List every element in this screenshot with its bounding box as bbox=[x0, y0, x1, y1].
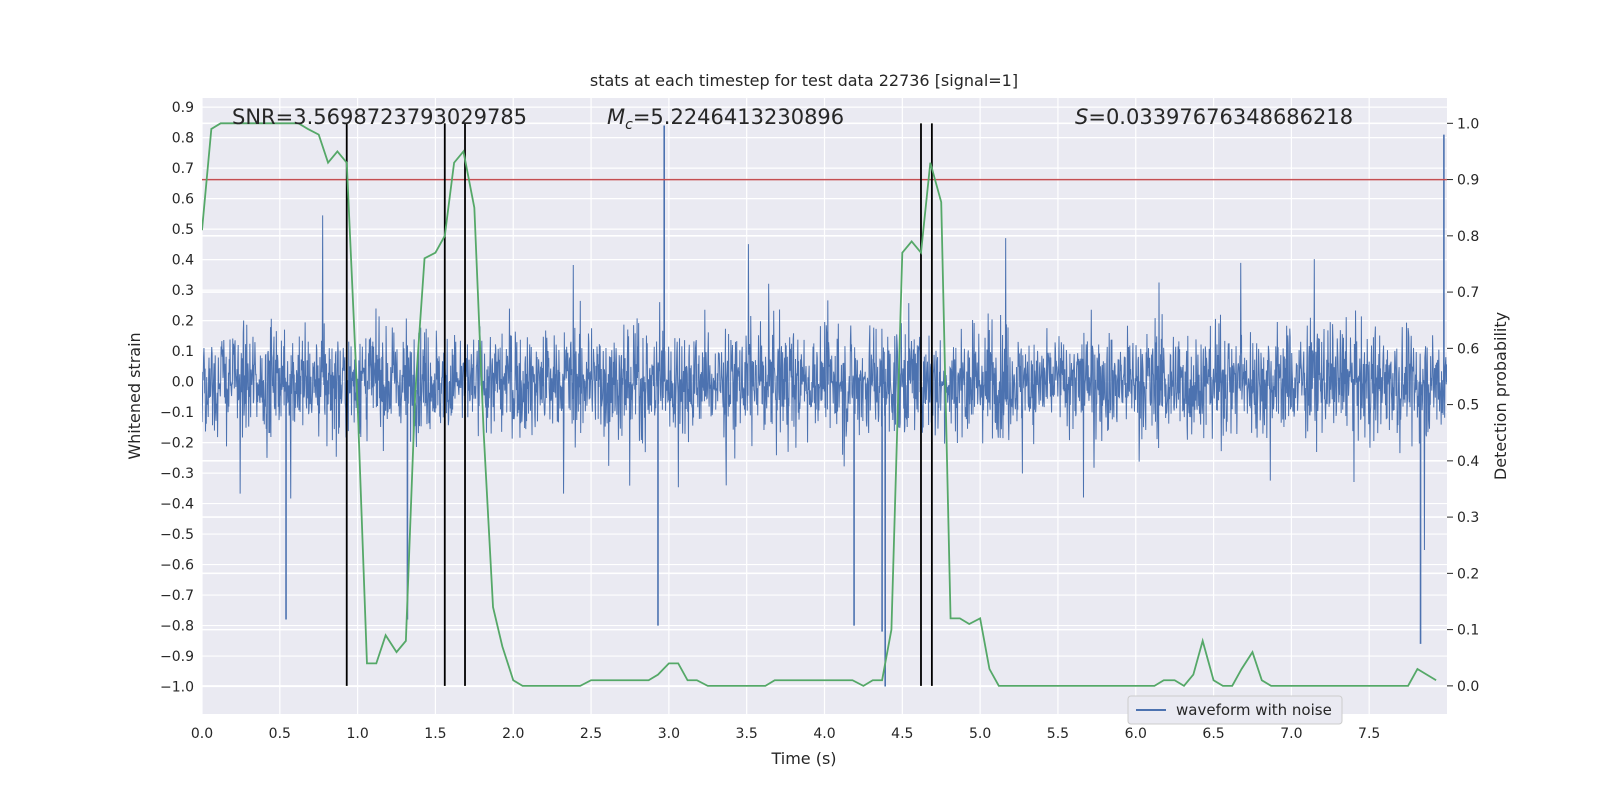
y2-tick-label: 0.9 bbox=[1457, 173, 1479, 189]
vertical-markers bbox=[345, 123, 933, 686]
y2-tick-label: 0.5 bbox=[1457, 398, 1479, 414]
y-tick-label: 0.6 bbox=[172, 192, 194, 208]
x-tick-label: 7.5 bbox=[1358, 726, 1380, 742]
x-tick-label: 7.0 bbox=[1280, 726, 1302, 742]
s-symbol: S bbox=[1075, 105, 1088, 129]
x-tick-label: 0.5 bbox=[269, 726, 291, 742]
y-tick-label: −0.2 bbox=[160, 436, 194, 452]
s-annotation: S=0.03397676348686218 bbox=[1075, 105, 1353, 129]
x-tick-label: 5.5 bbox=[1047, 726, 1069, 742]
snr-annotation: SNR=3.5698723793029785 bbox=[232, 105, 527, 129]
y2-axis-ticks: 1.0 0.9 0.8 0.7 0.6 0.5 0.4 0.3 0.2 0.1 0.0 bbox=[1447, 116, 1479, 695]
y2-tick-label: 0.4 bbox=[1457, 454, 1479, 470]
x-tick-label: 1.0 bbox=[346, 726, 368, 742]
x-tick-label: 2.0 bbox=[502, 726, 524, 742]
y2-tick-label: 0.7 bbox=[1457, 285, 1479, 301]
y-tick-label: 0.5 bbox=[172, 222, 194, 238]
x-tick-label: 6.0 bbox=[1125, 726, 1147, 742]
y-tick-label: 0.3 bbox=[172, 283, 194, 299]
waveform-line bbox=[202, 215, 1447, 551]
s-value: =0.03397676348686218 bbox=[1088, 105, 1353, 129]
y-axis-ticks: 0.9 0.8 0.7 0.6 0.5 0.4 0.3 0.2 0.1 0.0 −0.1 −0.2 −0… bbox=[160, 100, 194, 695]
y-tick-label: 0.2 bbox=[172, 314, 194, 330]
chirp-mass-subscript: c bbox=[625, 117, 633, 133]
x-tick-label: 1.5 bbox=[424, 726, 446, 742]
y2-tick-label: 0.0 bbox=[1457, 679, 1479, 695]
x-tick-label: 5.0 bbox=[969, 726, 991, 742]
y-tick-label: −1.0 bbox=[160, 680, 194, 696]
x-tick-label: 4.5 bbox=[891, 726, 913, 742]
chirp-mass-value: =5.2246413230896 bbox=[633, 105, 844, 129]
y2-tick-label: 0.8 bbox=[1457, 229, 1479, 245]
y-axis-label: Whitened strain bbox=[125, 332, 144, 459]
legend: waveform with noise bbox=[1127, 695, 1343, 725]
y-tick-label: −0.7 bbox=[160, 588, 194, 604]
y-tick-label: −0.4 bbox=[160, 497, 194, 513]
y2-tick-label: 0.3 bbox=[1457, 510, 1479, 526]
legend-label: waveform with noise bbox=[1176, 701, 1332, 719]
y-tick-label: −0.1 bbox=[160, 405, 194, 421]
x-tick-label: 2.5 bbox=[580, 726, 602, 742]
y2-tick-label: 1.0 bbox=[1457, 116, 1479, 132]
x-tick-label: 0.0 bbox=[191, 726, 213, 742]
y-tick-label: −0.8 bbox=[160, 619, 194, 635]
plot-area bbox=[202, 122, 1447, 688]
chart-title: stats at each timestep for test data 227… bbox=[590, 71, 1018, 90]
y-tick-label: −0.5 bbox=[160, 527, 194, 543]
y-tick-label: −0.9 bbox=[160, 649, 194, 665]
x-axis-ticks: 0.0 0.5 1.0 1.5 2.0 2.5 3.0 3.5 4.0 4.5 5.0 5.5 6.0 6… bbox=[191, 726, 1380, 742]
legend-box bbox=[1127, 695, 1343, 725]
x-tick-label: 3.0 bbox=[658, 726, 680, 742]
y-tick-label: 0.1 bbox=[172, 344, 194, 360]
y-tick-label: 0.4 bbox=[172, 253, 194, 269]
y-tick-label: 0.7 bbox=[172, 161, 194, 177]
y2-tick-label: 0.2 bbox=[1457, 566, 1479, 582]
y-tick-label: −0.6 bbox=[160, 558, 194, 574]
x-tick-label: 4.0 bbox=[813, 726, 835, 742]
y-tick-label: 0.0 bbox=[172, 375, 194, 391]
y-tick-label: −0.3 bbox=[160, 466, 194, 482]
chirp-mass-annotation: Mc=5.2246413230896 bbox=[607, 105, 844, 133]
y-tick-label: 0.8 bbox=[172, 131, 194, 147]
y2-tick-label: 0.6 bbox=[1457, 341, 1479, 357]
probability-line bbox=[202, 122, 1437, 688]
x-tick-label: 6.5 bbox=[1202, 726, 1224, 742]
grid bbox=[201, 98, 1447, 714]
y2-tick-label: 0.1 bbox=[1457, 623, 1479, 639]
waveform-series bbox=[202, 125, 1447, 687]
chirp-mass-symbol: M bbox=[607, 105, 625, 129]
y2-axis-label: Detection probability bbox=[1491, 312, 1510, 480]
probability-series bbox=[202, 122, 1437, 688]
x-axis-label: Time (s) bbox=[770, 749, 836, 768]
x-tick-label: 3.5 bbox=[736, 726, 758, 742]
y-tick-label: 0.9 bbox=[172, 100, 194, 116]
